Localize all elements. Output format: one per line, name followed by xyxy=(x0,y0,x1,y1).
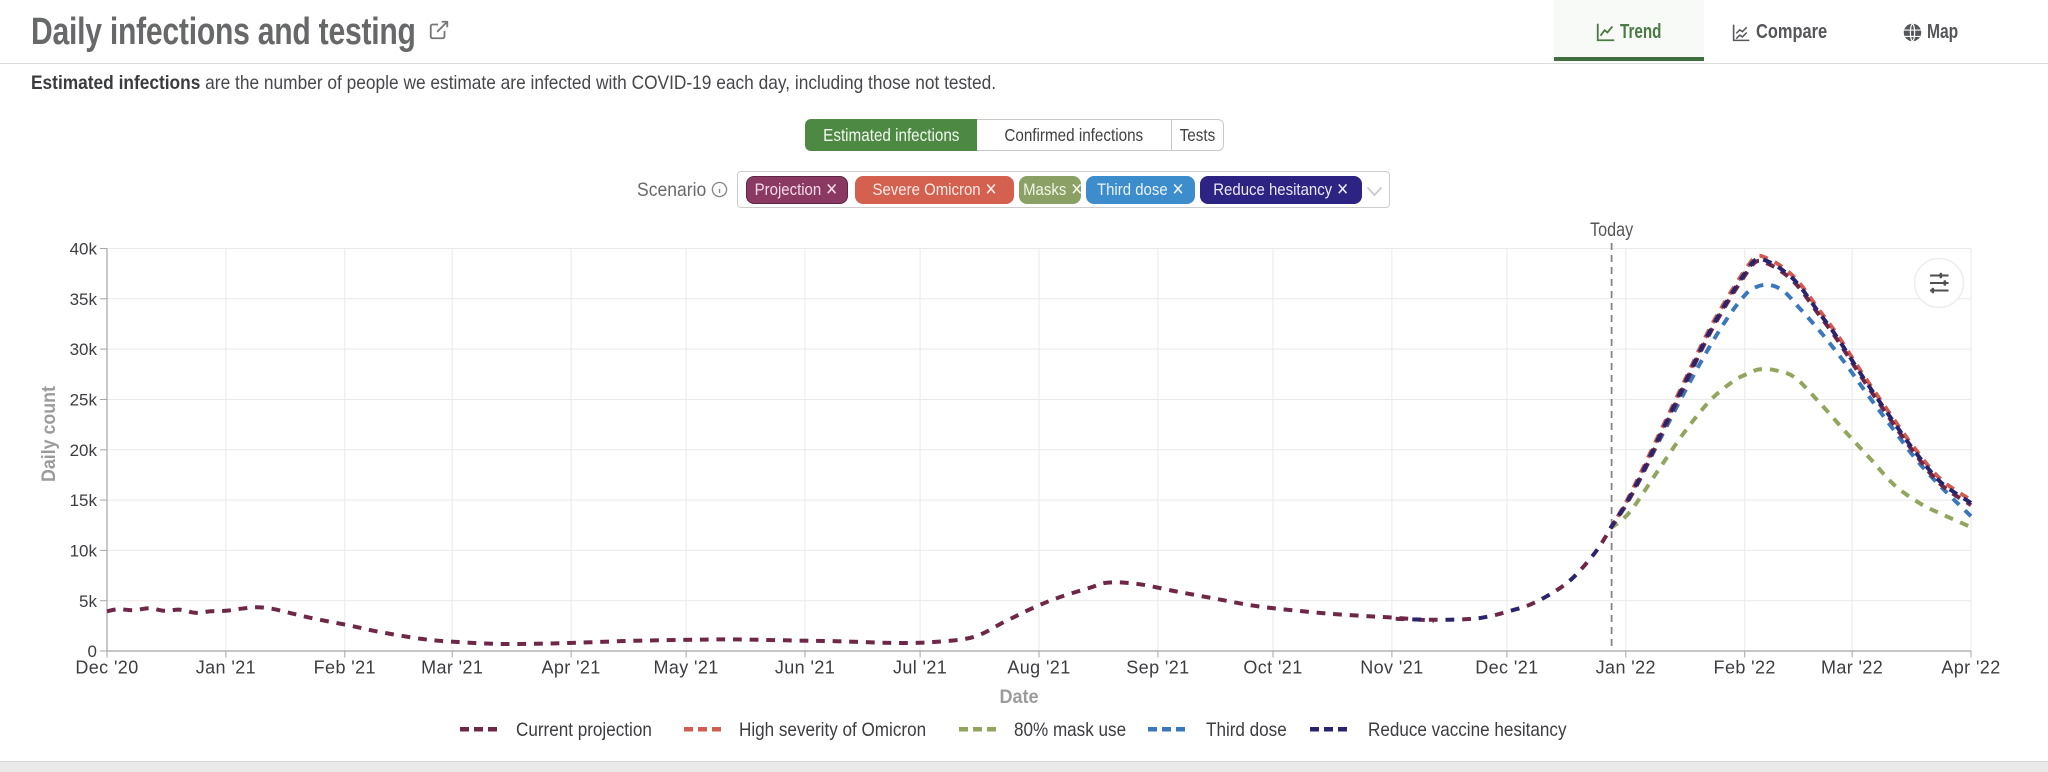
svg-text:Jan '22: Jan '22 xyxy=(1596,658,1656,678)
svg-text:40k: 40k xyxy=(70,240,98,259)
svg-text:Third dose: Third dose xyxy=(1206,719,1287,740)
svg-text:30k: 30k xyxy=(70,340,98,359)
svg-text:10k: 10k xyxy=(70,542,98,561)
svg-text:20k: 20k xyxy=(70,441,98,460)
svg-text:Aug '21: Aug '21 xyxy=(1007,658,1070,678)
svg-text:Jul '21: Jul '21 xyxy=(893,658,947,678)
svg-text:25k: 25k xyxy=(70,391,98,410)
svg-text:Daily count: Daily count xyxy=(37,386,59,482)
svg-text:May '21: May '21 xyxy=(653,658,718,678)
svg-text:0: 0 xyxy=(88,642,97,661)
svg-text:35k: 35k xyxy=(70,290,98,309)
svg-text:Apr '21: Apr '21 xyxy=(541,658,600,678)
svg-text:Oct '21: Oct '21 xyxy=(1243,658,1302,678)
svg-text:5k: 5k xyxy=(79,592,97,611)
svg-text:Mar '22: Mar '22 xyxy=(1821,658,1883,678)
svg-text:Nov '21: Nov '21 xyxy=(1360,658,1423,678)
svg-text:Date: Date xyxy=(999,686,1038,708)
svg-text:High severity of Omicron: High severity of Omicron xyxy=(739,719,926,740)
svg-text:Apr '22: Apr '22 xyxy=(1941,658,2000,678)
svg-text:Feb '22: Feb '22 xyxy=(1714,658,1776,678)
svg-text:Feb '21: Feb '21 xyxy=(314,658,376,678)
svg-text:Dec '20: Dec '20 xyxy=(75,658,138,678)
svg-text:Reduce vaccine hesitancy: Reduce vaccine hesitancy xyxy=(1368,719,1567,740)
svg-text:Jun '21: Jun '21 xyxy=(775,658,835,678)
svg-text:Current projection: Current projection xyxy=(516,719,652,740)
svg-text:Dec '21: Dec '21 xyxy=(1475,658,1538,678)
svg-text:Today: Today xyxy=(1590,219,1633,241)
svg-text:80% mask use: 80% mask use xyxy=(1014,719,1126,740)
svg-text:15k: 15k xyxy=(70,491,98,510)
svg-text:Sep '21: Sep '21 xyxy=(1126,658,1189,678)
svg-text:Mar '21: Mar '21 xyxy=(421,658,483,678)
svg-text:Jan '21: Jan '21 xyxy=(196,658,256,678)
